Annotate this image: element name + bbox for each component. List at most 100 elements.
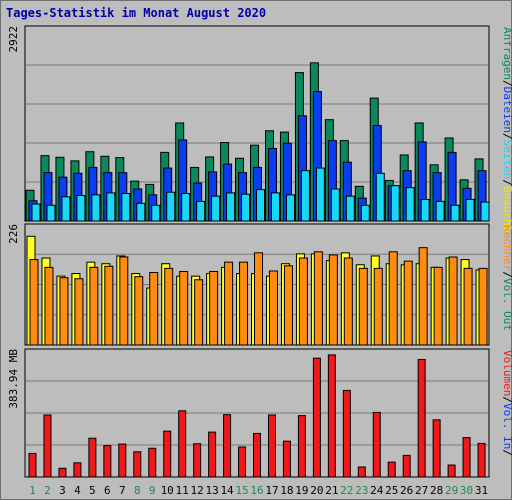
bar-seiten [480,201,490,222]
bar-seiten [211,195,221,222]
bar-seiten [241,193,251,222]
right-legend-top-segment: Anfragen [501,27,512,80]
x-tick-label: 16 [250,484,263,497]
right-legend-top-segment: / [501,80,512,87]
right-legend-bottom: Volumen/Vol. In/ [501,350,512,456]
bar-rechner [44,266,54,346]
bottom-y-max-label: 383.94 MB [7,349,20,409]
bar-seiten [450,204,460,222]
bar-volumen [28,452,37,478]
bar-volumen [253,432,262,478]
bar-seiten [31,203,41,222]
bar-rechner [29,259,39,346]
bar-rechner [373,267,383,346]
chart-title: Tages-Statistik im Monat August 2020 [6,6,267,20]
bar-rechner [418,247,428,346]
bar-seiten [121,193,131,222]
x-tick-label: 29 [445,484,458,497]
right-legend-top-segment: Besuche [501,186,512,232]
x-tick-label: 13 [205,484,218,497]
x-tick-label: 24 [370,484,384,497]
x-tick-label: 1 [29,484,36,497]
x-tick-label: 4 [74,484,81,497]
x-tick-label: 7 [119,484,126,497]
right-legend-middle-segment: / [501,271,512,278]
bar-volumen [103,445,112,478]
bar-seiten [300,170,310,222]
bar-volumen [402,454,411,478]
bar-rechner [164,267,174,346]
x-tick-label: 2 [44,484,51,497]
bar-volumen [447,464,456,478]
bar-volumen [178,410,187,478]
bar-rechner [224,261,234,346]
x-tick-label: 22 [340,484,353,497]
x-tick-label: 23 [355,484,368,497]
bar-rechner [104,265,114,346]
bar-rechner [403,260,413,346]
x-tick-label: 20 [310,484,323,497]
bar-seiten [106,192,116,222]
bar-rechner [343,257,353,346]
bar-seiten [61,196,71,222]
bar-rechner [179,270,189,346]
bar-volumen [372,411,381,478]
bar-volumen [357,466,366,478]
bar-rechner [74,278,84,346]
bar-volumen [387,461,396,478]
right-legend-bottom-segment: Vol. In [501,403,512,449]
right-legend-top-segment: Seiten [501,140,512,180]
bar-rechner [239,261,249,346]
x-tick-label: 27 [415,484,428,497]
x-tick-label: 8 [134,484,141,497]
bar-rechner [59,277,69,346]
bar-rechner [149,272,159,346]
bar-volumen [312,357,321,478]
x-tick-label: 21 [325,484,338,497]
x-tick-label: 28 [430,484,443,497]
bar-volumen [43,414,52,478]
x-tick-label: 18 [280,484,293,497]
bar-seiten [136,202,146,222]
bar-rechner [119,256,129,346]
right-legend-bottom-segment: / [501,396,512,403]
bar-volumen [267,414,276,478]
right-legend-bottom-segment: / [501,449,512,456]
x-tick-label: 30 [460,484,473,497]
bar-rechner [194,279,204,346]
bar-rechner [254,252,264,346]
bar-seiten [46,204,56,222]
top-y-max-label: 2922 [7,26,20,53]
x-tick-label: 17 [265,484,278,497]
bar-rechner [134,276,144,346]
bar-volumen [238,446,247,478]
bar-seiten [375,172,385,222]
bar-seiten [435,200,445,222]
bar-volumen [118,443,127,478]
bar-rechner [283,265,293,346]
bar-seiten [226,192,236,222]
bar-rechner [448,256,458,346]
bar-rechner [89,266,99,346]
x-tick-label: 26 [400,484,413,497]
right-legend-middle-segment: Vol. Out [501,278,512,331]
x-tick-label: 5 [89,484,96,497]
x-tick-label: 25 [385,484,398,497]
bar-volumen [193,443,202,478]
right-legend-middle: Rechner/Vol. Out [501,225,512,331]
bar-seiten [345,195,355,222]
bar-seiten [270,192,280,222]
bar-volumen [88,437,97,478]
bar-rechner [268,270,278,346]
x-tick-label: 19 [295,484,308,497]
x-tick-label: 14 [220,484,234,497]
bar-seiten [390,185,400,222]
bar-volumen [148,447,157,478]
x-tick-label: 15 [235,484,248,497]
bar-seiten [91,194,101,222]
bar-seiten [76,195,86,222]
bar-volumen [327,354,336,478]
x-tick-label: 6 [104,484,111,497]
x-tick-label: 9 [149,484,156,497]
